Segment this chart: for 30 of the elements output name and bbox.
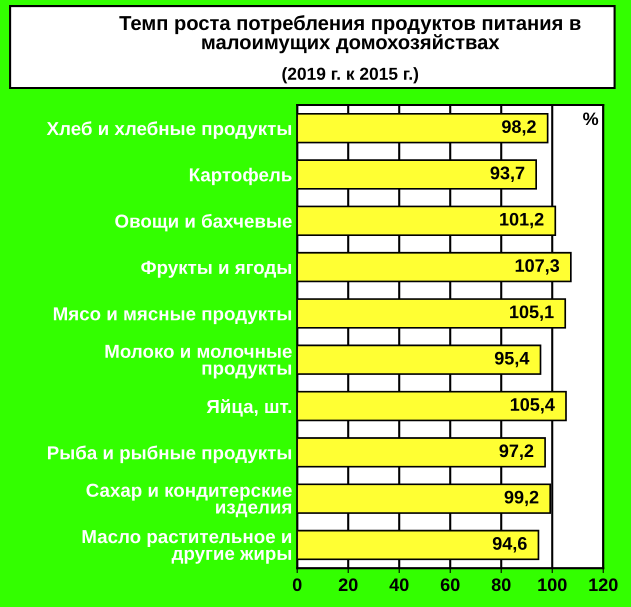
y-tick-label: Картофель <box>190 168 292 186</box>
x-tick-label: 40 <box>389 578 409 592</box>
y-tick-label: Масло растительное и другие жиры <box>82 530 292 564</box>
chart-title: Темп роста потребления продуктов питания в малоимущих домохозяйствах <box>119 15 581 54</box>
data-label: 94,6 <box>492 537 527 552</box>
data-label: 107,3 <box>516 259 560 275</box>
y-tick-label: Овощи и бахчевые <box>115 214 292 232</box>
y-tick-label: Хлеб и хлебные продукты <box>46 121 292 139</box>
y-tick-label: Фрукты и ягоды <box>141 260 292 278</box>
data-label: 97,2 <box>499 444 534 460</box>
data-label: 95,4 <box>494 352 530 368</box>
chart-subtitle: (2019 г. к 2015 г.) <box>282 67 418 84</box>
data-label: 99,2 <box>504 490 538 506</box>
x-tick-label: 0 <box>292 578 302 592</box>
data-label: 98,2 <box>502 120 536 136</box>
y-tick-label: Молоко и молочные продукты <box>105 344 292 378</box>
x-tick-label: 100 <box>538 578 567 592</box>
data-label: 105,1 <box>510 305 554 321</box>
y-tick-label: Рыба и рыбные продукты <box>48 445 292 464</box>
x-tick-label: 80 <box>492 578 511 592</box>
x-tick-label: 120 <box>589 578 618 592</box>
x-tick-label: 20 <box>338 578 358 592</box>
data-label: 105,4 <box>510 398 555 414</box>
data-label: 101,2 <box>500 212 544 228</box>
y-tick-label: Яйца, шт. <box>206 399 292 417</box>
data-label: 93,7 <box>490 166 524 182</box>
x-axis-title: % <box>583 112 598 126</box>
x-tick-label: 60 <box>440 578 460 592</box>
y-tick-label: Мясо и мясные продукты <box>54 307 292 324</box>
y-tick-label: Сахар и кондитерские изделия <box>86 484 292 518</box>
